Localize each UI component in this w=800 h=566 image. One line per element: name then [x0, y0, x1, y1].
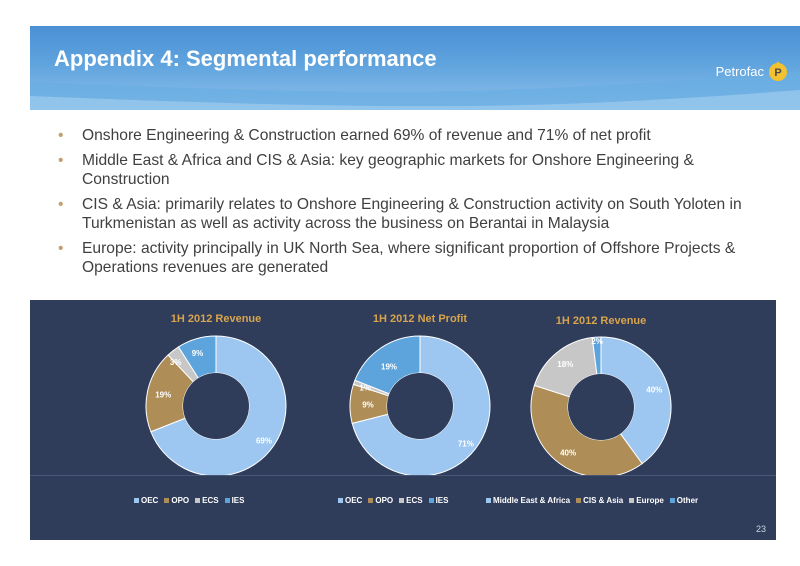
legend-item: OPO: [368, 496, 393, 505]
legend-item: CIS & Asia: [576, 496, 623, 505]
legend-swatch: [164, 498, 170, 503]
legend-label: OEC: [345, 496, 363, 505]
legend-swatch: [338, 498, 343, 503]
chart-title: 1H 2012 Revenue: [171, 313, 262, 325]
bullet-text: Europe: activity principally in UK North…: [82, 240, 736, 276]
slice-label: 19%: [381, 362, 397, 371]
legend-label: Europe: [636, 496, 664, 505]
legend-item: Other: [669, 496, 699, 505]
slice-label: 9%: [192, 349, 204, 358]
legend-swatch: [368, 498, 374, 503]
slice-label: 18%: [557, 360, 573, 369]
legend-label: Other: [676, 496, 699, 505]
legend-label: OPO: [171, 496, 190, 505]
svg-text:P: P: [774, 67, 781, 79]
legend-item: Europe: [629, 496, 664, 505]
slice-label: 9%: [362, 400, 374, 409]
legend-item: ECS: [399, 496, 423, 505]
slice-label: 3%: [170, 358, 182, 367]
donut-hole: [568, 374, 634, 440]
legend-item: ECS: [195, 496, 219, 505]
legend-item: OEC: [134, 496, 158, 505]
slice-label: 71%: [458, 440, 474, 449]
bullet-dot-icon: •: [58, 127, 64, 144]
slice-label: 1%: [359, 384, 371, 393]
petrofac-logo: Petrofac P: [716, 60, 788, 82]
legend-label: IES: [435, 496, 449, 505]
legend-label: ECS: [202, 496, 219, 505]
legend-label: ECS: [406, 496, 423, 505]
legend-item: IES: [224, 496, 245, 505]
slice-label: 40%: [560, 448, 576, 457]
legend-item: OPO: [164, 496, 189, 505]
page-title: Appendix 4: Segmental performance: [54, 46, 437, 71]
legend-swatch: [224, 498, 230, 503]
bullet-item: • Europe: activity principally in UK Nort…: [58, 239, 758, 277]
logo-text: Petrofac: [715, 63, 764, 79]
legend-swatch: [195, 498, 201, 503]
legend-swatch: [669, 498, 675, 503]
chart-title: 1H 2012 Revenue: [556, 315, 647, 327]
legend-label: CIS & Asia: [583, 496, 624, 505]
bullet-text: Middle East & Africa and CIS & Asia: key…: [82, 152, 694, 188]
donut-charts: 1H 2012 Revenue 69% 19% 3% 9% 1H 2012 Net Pro…: [145, 313, 672, 475]
slice-label: 19%: [155, 391, 171, 400]
slice-label: 69%: [256, 437, 272, 446]
chart-title: 1H 2012 Net Profit: [373, 313, 467, 325]
legend-item: IES: [428, 496, 449, 505]
legend-item: Middle East & Africa: [486, 496, 570, 505]
legend-revenue-geography: Middle East & Africa CIS & Asia Europe Othe…: [486, 496, 698, 505]
bullet-text: CIS & Asia: primarily relates to Onshore…: [82, 196, 742, 232]
legend-swatch: [486, 498, 491, 503]
donut-hole: [387, 373, 453, 439]
legend-revenue-segments: OEC OPO ECS IES: [134, 496, 244, 505]
legend-label: OPO: [375, 496, 394, 505]
legend-swatch: [629, 498, 635, 503]
slice-label: 40%: [646, 386, 662, 395]
panel-divider: [30, 475, 776, 476]
legend-item: OEC: [338, 496, 362, 505]
bullet-item: • Middle East & Africa and CIS & Asia: ke…: [58, 151, 758, 189]
legend-swatch: [428, 498, 434, 503]
bullet-text: Onshore Engineering & Construction earne…: [82, 127, 651, 144]
bullet-item: • Onshore Engineering & Construction earn…: [58, 126, 758, 145]
bullet-dot-icon: •: [58, 196, 64, 213]
legend-swatch: [134, 498, 139, 503]
legend-label: Middle East & Africa: [493, 496, 571, 505]
bullet-dot-icon: •: [58, 240, 64, 257]
slide-header: Appendix 4: Segmental performance Petrof…: [30, 26, 800, 110]
page-number: 23: [755, 524, 766, 534]
header-wave: [30, 72, 800, 110]
legend-swatch: [399, 498, 405, 503]
bullet-dot-icon: •: [58, 152, 64, 169]
slice-label: 2%: [591, 337, 603, 346]
legend-swatch: [576, 498, 582, 503]
legend-label: OEC: [141, 496, 159, 505]
petrofac-logo-icon: P: [769, 61, 787, 81]
donut-hole: [183, 373, 249, 439]
legend-label: IES: [231, 496, 245, 505]
bullet-list: • Onshore Engineering & Construction earn…: [58, 126, 758, 283]
bullet-item: • CIS & Asia: primarily relates to Onshor…: [58, 195, 758, 233]
charts-panel: 1H 2012 Revenue 69% 19% 3% 9% 1H 2012 Net Pro…: [30, 300, 776, 540]
legend-net-profit-segments: OEC OPO ECS IES: [338, 496, 448, 505]
